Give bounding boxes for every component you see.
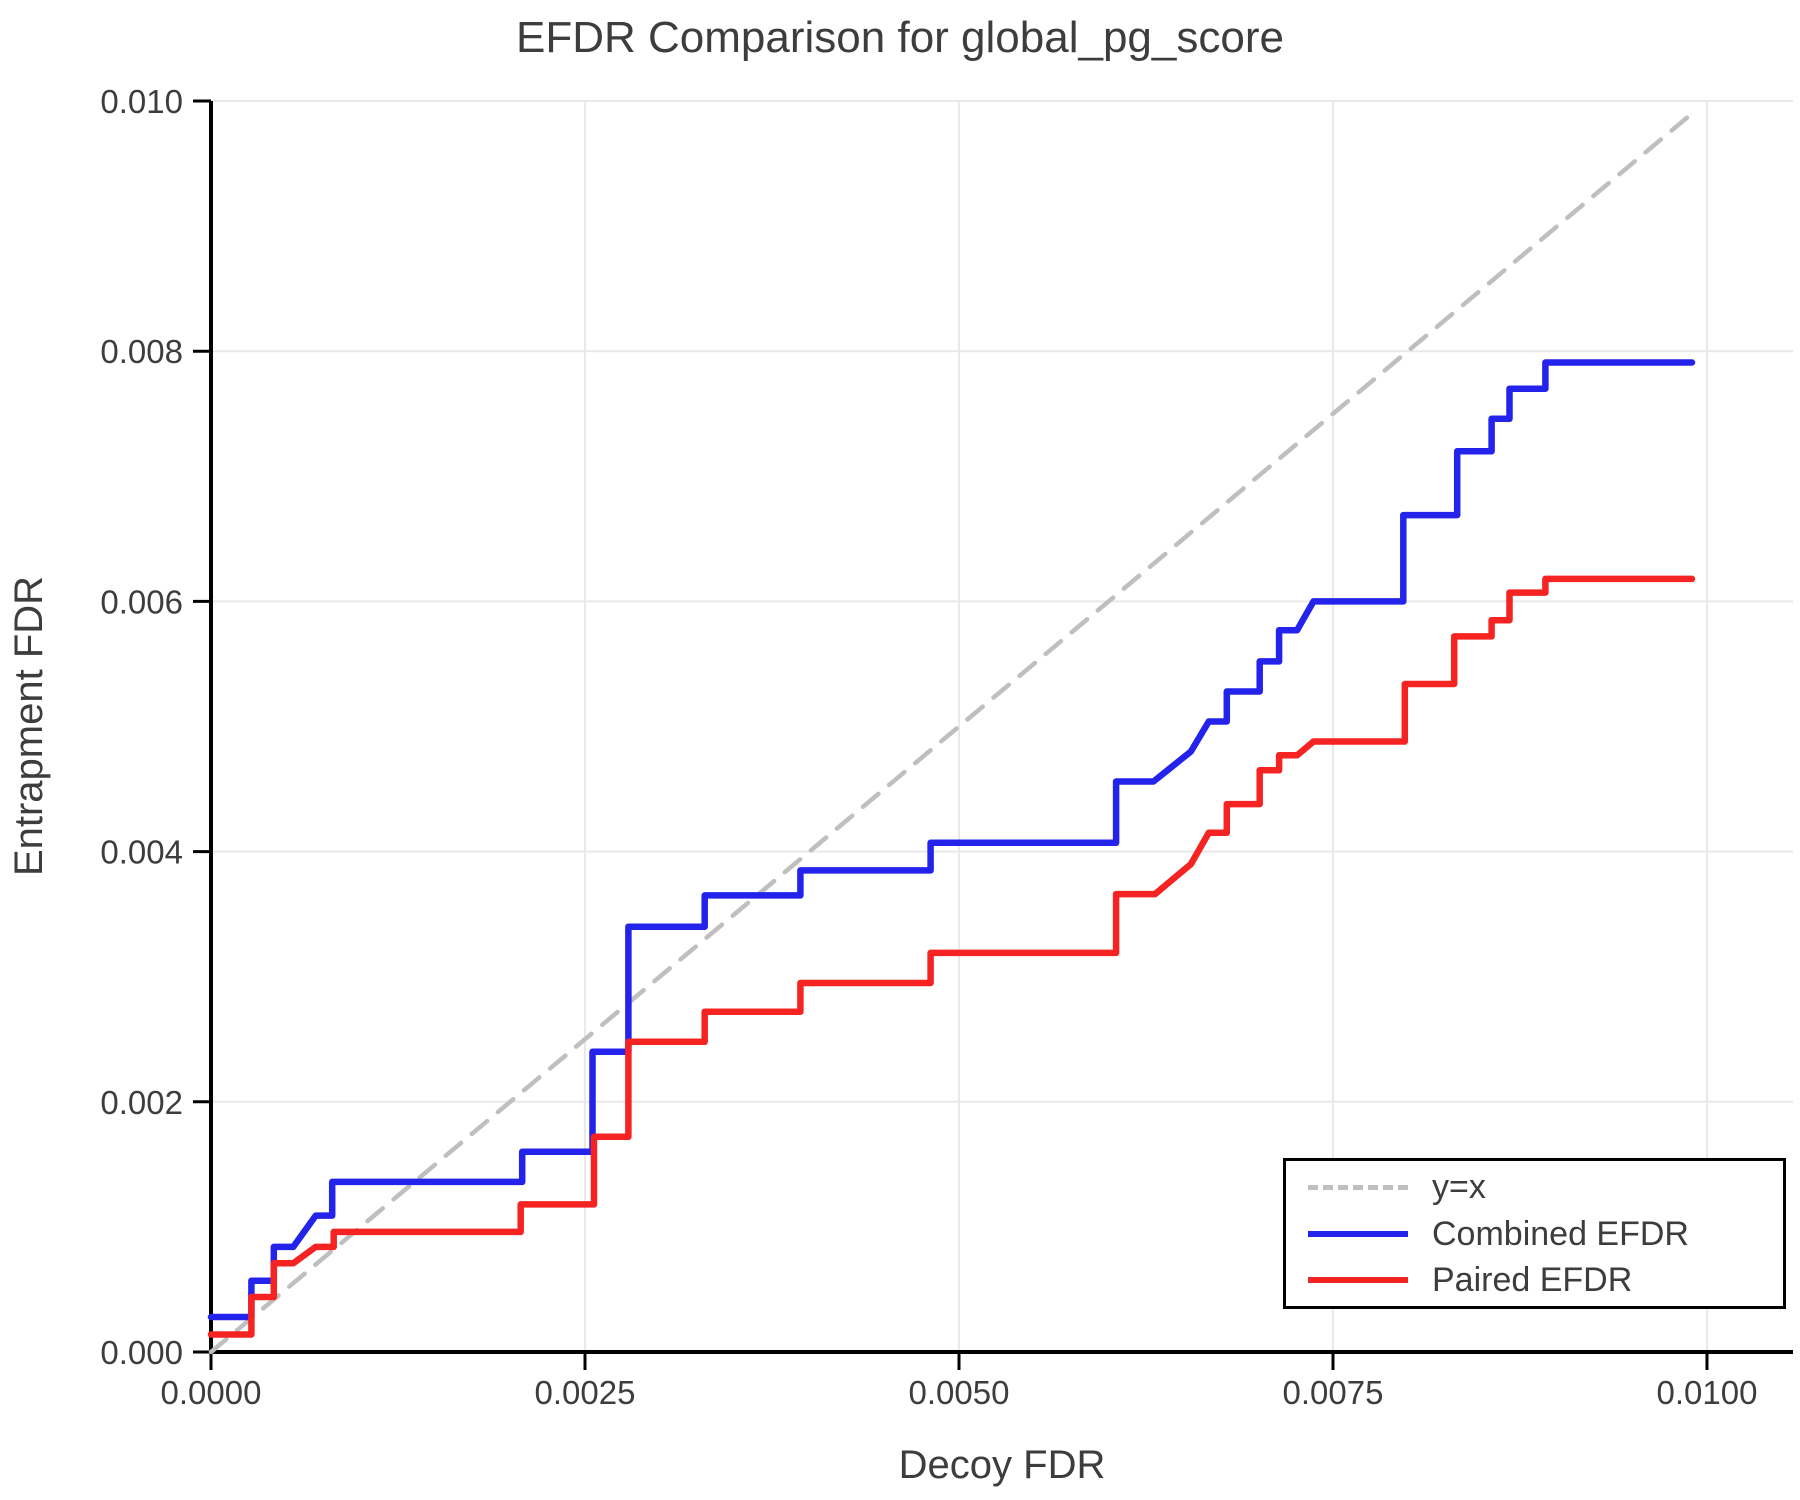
y-tick-label: 0.002 [100, 1084, 183, 1121]
x-tick-label: 0.0050 [909, 1374, 1010, 1411]
x-tick-label: 0.0025 [535, 1374, 636, 1411]
series-paired-efdr [207, 575, 1696, 1338]
legend-item-combined: Combined EFDR [1308, 1214, 1783, 1254]
legend-item-paired: Paired EFDR [1308, 1260, 1783, 1300]
y-tick-label: 0.010 [100, 83, 183, 120]
identity-line-sample [1308, 1184, 1408, 1190]
legend: y=x Combined EFDR Paired EFDR [1283, 1158, 1786, 1309]
y-axis-label: Entrapment FDR [7, 576, 51, 876]
legend-label-paired: Paired EFDR [1432, 1260, 1633, 1299]
series-combined-efdr [207, 359, 1696, 1321]
series-y-x [208, 111, 1695, 1355]
axes-spines [209, 101, 1793, 1354]
y-tick-label: 0.006 [100, 583, 183, 620]
data-series [207, 111, 1696, 1355]
x-axis-label: Decoy FDR [899, 1443, 1106, 1487]
x-tick-label: 0.0100 [1657, 1374, 1758, 1411]
chart-title: EFDR Comparison for global_pg_score [516, 13, 1284, 62]
legend-label-identity: y=x [1432, 1168, 1486, 1207]
legend-label-combined: Combined EFDR [1432, 1214, 1689, 1253]
x-tick-label: 0.0000 [161, 1374, 262, 1411]
paired-line-sample [1308, 1276, 1408, 1283]
y-tick-label: 0.008 [100, 333, 183, 370]
legend-item-identity: y=x [1308, 1167, 1783, 1207]
x-tick-label: 0.0075 [1283, 1374, 1384, 1411]
y-tick-label: 0.004 [100, 834, 183, 871]
axis-ticks [193, 99, 1709, 1370]
y-tick-label: 0.000 [100, 1334, 183, 1371]
tick-labels: 0.0000 0.0025 0.0050 0.0075 0.0100 0.000 0.002… [100, 83, 1757, 1411]
combined-line-sample [1308, 1230, 1408, 1237]
